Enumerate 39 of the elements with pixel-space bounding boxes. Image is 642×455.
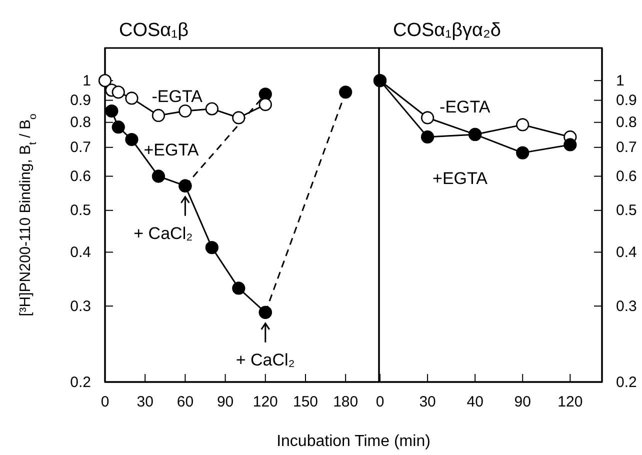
y-tick-label: 0.8 [616, 114, 637, 132]
y-tick-label: 0.5 [70, 202, 91, 220]
annotation: + CaCl₂ [134, 224, 193, 243]
x-tick-label: 0 [376, 394, 384, 411]
y-tick-label: 0.7 [616, 139, 637, 156]
y-tick-label: 0.2 [70, 374, 91, 391]
y-tick-label: 0.5 [616, 202, 637, 220]
series-label: +EGTA [432, 168, 488, 188]
y-tick-label: 0.3 [70, 298, 91, 315]
x-tick-label: 60 [176, 394, 194, 411]
x-tick-label: 180 [333, 394, 358, 411]
annotation: + CaCl₂ [236, 350, 295, 370]
y-tick-label: 0.3 [616, 298, 637, 315]
y-tick-label: 1 [82, 72, 91, 90]
y-tick-label: 0.7 [70, 139, 91, 156]
x-axis-title: Incubation Time (min) [276, 433, 430, 450]
y-tick-label: 0.4 [70, 244, 91, 261]
y-tick-label: 0.6 [70, 168, 91, 186]
chart-title: COSα₁βγα₂δ [393, 20, 501, 41]
x-tick-label: 120 [558, 394, 583, 411]
y-tick-label: 0.6 [616, 168, 637, 186]
x-tick-label: 30 [419, 394, 436, 411]
series-label: -EGTA [440, 98, 491, 117]
chart-title: COSα₁β [119, 20, 189, 41]
x-tick-label: 90 [216, 394, 234, 411]
y-tick-label: 0.2 [616, 374, 637, 391]
x-tick-label: 120 [252, 394, 278, 411]
y-tick-label: 0.8 [70, 114, 91, 132]
y-tick-label: 0.9 [70, 92, 91, 110]
x-tick-label: 150 [292, 394, 318, 411]
series-label: -EGTA [152, 87, 204, 106]
y-tick-label: 0.9 [616, 92, 637, 110]
y-tick-label: 1 [616, 72, 624, 90]
series-label: +EGTA [144, 140, 200, 160]
x-tick-label: 40 [466, 394, 484, 411]
x-tick-label: 90 [514, 394, 531, 411]
x-tick-label: 0 [100, 394, 110, 411]
y-tick-label: 0.4 [616, 244, 637, 261]
x-tick-label: 30 [136, 394, 154, 411]
